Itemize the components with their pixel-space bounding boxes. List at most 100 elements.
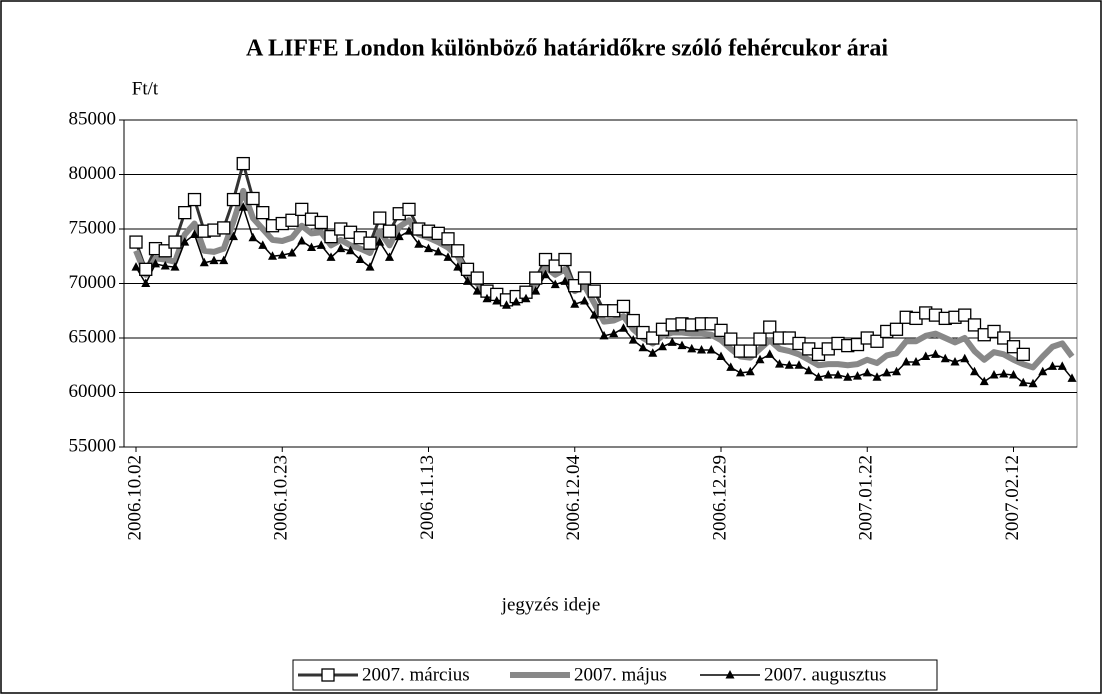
point-marker (648, 348, 658, 357)
point-marker (256, 205, 270, 220)
y-tick-label: 60000 (69, 381, 117, 402)
point-marker (677, 340, 687, 350)
point-marker (190, 229, 199, 238)
point-marker (882, 367, 892, 377)
point-marker (577, 271, 592, 285)
x-tick-label: 2006.12.04 (563, 455, 584, 541)
point-marker (336, 243, 346, 253)
point-marker (394, 231, 404, 241)
legend-marker (725, 670, 735, 679)
point-marker (170, 262, 180, 271)
point-marker (580, 295, 589, 305)
point-marker (599, 330, 609, 340)
point-marker (141, 278, 151, 287)
y-tick-label: 75000 (69, 217, 117, 238)
point-marker (626, 313, 640, 328)
x-tick-label: 2007.01.22 (856, 455, 877, 541)
point-marker (229, 231, 238, 241)
point-marker (1048, 361, 1057, 370)
point-marker (814, 372, 823, 381)
point-marker (794, 360, 804, 369)
point-marker (638, 342, 648, 352)
point-marker (453, 262, 463, 271)
point-marker (743, 344, 757, 358)
point-marker (521, 293, 531, 303)
point-marker (667, 337, 677, 346)
point-marker (997, 331, 1011, 345)
point-marker (765, 349, 775, 358)
x-tick-label: 2006.11.13 (417, 455, 438, 540)
point-marker (307, 242, 316, 252)
point-marker (482, 293, 492, 303)
point-marker (1057, 361, 1067, 370)
point-marker (382, 224, 397, 238)
point-marker (326, 252, 336, 261)
point-marker (589, 310, 599, 319)
point-marker (570, 299, 580, 308)
point-marker (217, 221, 231, 235)
point-marker (219, 255, 229, 265)
point-marker (285, 213, 299, 227)
point-marker (646, 331, 660, 345)
point-marker (989, 370, 999, 379)
point-marker (960, 353, 970, 363)
point-marker (921, 351, 931, 361)
point-marker (940, 353, 950, 363)
point-marker (1028, 378, 1038, 388)
point-marker (1016, 347, 1030, 362)
point-marker (763, 320, 777, 334)
point-marker (804, 365, 814, 375)
point-marker (755, 354, 765, 364)
point-marker (363, 236, 377, 250)
y-tick-label: 70000 (69, 272, 117, 293)
legend-label: 2007. május (574, 664, 667, 685)
point-marker (1067, 373, 1077, 382)
point-marker (187, 192, 202, 207)
point-marker (745, 366, 755, 376)
point-marker (443, 252, 453, 261)
point-marker (511, 297, 521, 306)
point-marker (139, 262, 153, 276)
point-marker (268, 251, 277, 260)
point-marker (714, 323, 728, 338)
point-marker (970, 366, 979, 376)
point-marker (724, 332, 738, 346)
point-marker (346, 245, 355, 255)
point-marker (314, 215, 328, 230)
point-marker (931, 349, 940, 358)
point-marker (441, 232, 455, 246)
point-marker (687, 343, 697, 353)
point-marker (168, 235, 182, 249)
x-tick-label: 2006.10.23 (271, 455, 292, 541)
point-marker (470, 271, 484, 285)
point-marker (862, 367, 872, 377)
y-tick-label: 85000 (69, 108, 117, 129)
point-marker (404, 226, 414, 235)
point-marker (568, 279, 582, 293)
legend-marker (321, 668, 335, 682)
point-marker (236, 156, 250, 171)
x-tick-label: 2006.12.29 (709, 455, 730, 541)
point-marker (287, 247, 297, 257)
point-marker (199, 257, 209, 267)
point-marker (979, 376, 989, 386)
point-marker (870, 334, 884, 348)
point-marker (209, 255, 219, 265)
point-marker (180, 237, 190, 246)
point-marker (901, 356, 911, 366)
point-marker (726, 362, 736, 371)
point-marker (246, 191, 260, 206)
point-marker (716, 351, 726, 361)
point-marker (463, 276, 472, 285)
legend-label: 2007. március (362, 664, 470, 685)
point-marker (158, 244, 172, 258)
point-marker (1006, 340, 1021, 354)
point-marker (541, 269, 550, 279)
y-tick-label: 55000 (69, 435, 117, 456)
chart-title: A LIFFE London különböző határidőkre szó… (246, 36, 888, 62)
point-marker (402, 202, 416, 217)
point-marker (587, 284, 601, 298)
point-marker (151, 258, 160, 268)
x-tick-label: 2006.10.02 (124, 455, 145, 541)
